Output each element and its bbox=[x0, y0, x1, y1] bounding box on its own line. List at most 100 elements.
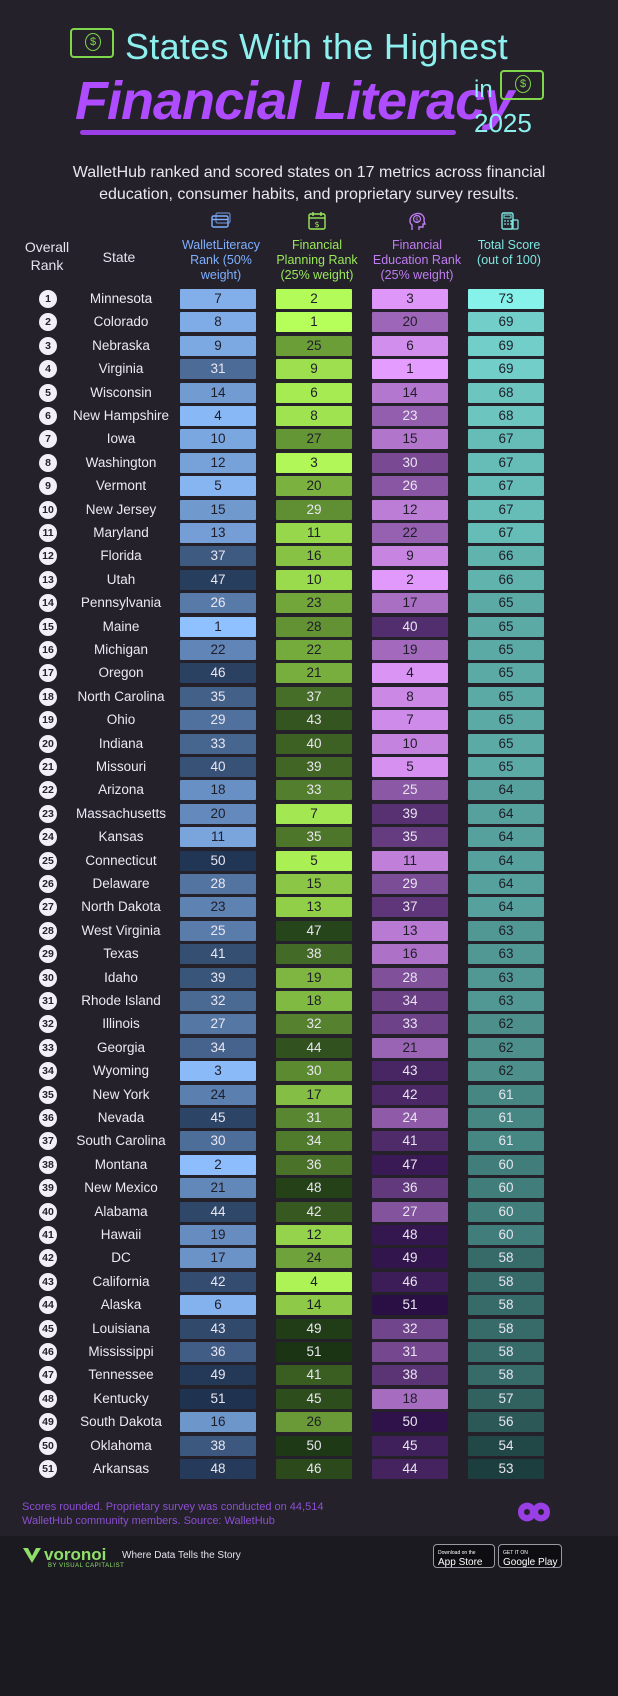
table-row: 25 Connecticut 50 5 11 64 bbox=[0, 850, 618, 873]
total-score-cell: 53 bbox=[468, 1459, 544, 1479]
header-financial-planning-label: Financial Planning Rank (25% weight) bbox=[276, 238, 358, 282]
walletliteracy-cell: 16 bbox=[180, 1412, 256, 1433]
total-score-cell: 58 bbox=[468, 1365, 544, 1386]
rank-badge: 28 bbox=[39, 921, 57, 940]
total-score-cell: 64 bbox=[468, 874, 544, 894]
financial-education-cell: 37 bbox=[372, 897, 448, 918]
financial-education-cell: 24 bbox=[372, 1108, 448, 1128]
financial-planning-cell: 21 bbox=[276, 663, 352, 684]
total-score-cell: 58 bbox=[468, 1342, 544, 1362]
calendar-dollar-icon: $ bbox=[308, 212, 326, 230]
total-score-cell: 64 bbox=[468, 827, 544, 848]
rank-badge: 48 bbox=[39, 1389, 57, 1408]
tagline: Where Data Tells the Story bbox=[122, 1550, 241, 1561]
header-financial-education: $ Financial Education Rank (25% weight) bbox=[372, 210, 462, 283]
rank-badge: 13 bbox=[39, 570, 57, 589]
total-score-cell: 64 bbox=[468, 897, 544, 918]
financial-planning-cell: 46 bbox=[276, 1459, 352, 1479]
table-row: 30 Idaho 39 19 28 63 bbox=[0, 967, 618, 990]
financial-education-cell: 35 bbox=[372, 827, 448, 848]
financial-planning-cell: 22 bbox=[276, 640, 352, 660]
table-row: 15 Maine 1 28 40 65 bbox=[0, 616, 618, 639]
state-name: Rhode Island bbox=[81, 993, 161, 1008]
walletliteracy-cell: 18 bbox=[180, 780, 256, 801]
walletliteracy-cell: 29 bbox=[180, 710, 256, 731]
financial-planning-cell: 49 bbox=[276, 1318, 352, 1339]
rank-badge: 38 bbox=[39, 1155, 57, 1174]
walletliteracy-cell: 41 bbox=[180, 944, 256, 965]
app-store-button[interactable]: Download on the App Store bbox=[433, 1544, 495, 1568]
state-name: Louisiana bbox=[92, 1320, 150, 1336]
total-score-cell: 63 bbox=[468, 967, 544, 988]
financial-planning-cell: 47 bbox=[276, 920, 352, 941]
walletliteracy-cell: 12 bbox=[180, 452, 256, 473]
financial-education-cell: 19 bbox=[372, 640, 448, 660]
walletliteracy-cell: 47 bbox=[180, 569, 256, 590]
state-name: Missouri bbox=[95, 759, 147, 774]
rank-badge: 6 bbox=[39, 407, 57, 425]
rank-badge: 29 bbox=[39, 945, 57, 964]
brand-sub: BY VISUAL CAPITALIST bbox=[48, 1563, 125, 1569]
app-store-small: Download on the bbox=[438, 1550, 476, 1556]
table-row: 38 Montana 2 36 47 60 bbox=[0, 1154, 618, 1177]
financial-education-cell: 12 bbox=[372, 499, 448, 520]
walletliteracy-cell: 40 bbox=[180, 757, 256, 777]
total-score-cell: 56 bbox=[468, 1412, 544, 1433]
table-row: 49 South Dakota 16 26 50 56 bbox=[0, 1411, 618, 1434]
walletliteracy-cell: 28 bbox=[180, 874, 256, 894]
financial-education-cell: 9 bbox=[372, 546, 448, 567]
table-row: 34 Wyoming 3 30 43 62 bbox=[0, 1060, 618, 1083]
rank-badge: 35 bbox=[39, 1085, 57, 1104]
financial-education-cell: 18 bbox=[372, 1388, 448, 1409]
voronoi-logo-icon bbox=[23, 1548, 41, 1563]
financial-planning-cell: 16 bbox=[276, 546, 352, 567]
financial-planning-cell: 38 bbox=[276, 944, 352, 965]
table-row: 18 North Carolina 35 37 8 65 bbox=[0, 686, 618, 709]
table-row: 23 Massachusetts 20 7 39 64 bbox=[0, 803, 618, 826]
total-score-cell: 62 bbox=[468, 1061, 544, 1082]
financial-planning-cell: 1 bbox=[276, 312, 352, 333]
total-score-cell: 58 bbox=[468, 1295, 544, 1316]
table-row: 11 Maryland 13 11 22 67 bbox=[0, 522, 618, 545]
financial-planning-cell: 39 bbox=[276, 757, 352, 777]
state-name: California bbox=[92, 1273, 150, 1289]
total-score-cell: 54 bbox=[468, 1435, 544, 1456]
rank-badge: 19 bbox=[39, 711, 57, 730]
rank-badge: 33 bbox=[39, 1038, 57, 1057]
financial-education-cell: 40 bbox=[372, 616, 448, 637]
financial-education-cell: 17 bbox=[372, 593, 448, 614]
brand-name[interactable]: voronoi bbox=[44, 1545, 107, 1564]
state-name: New Jersey bbox=[85, 501, 157, 517]
state-name: Ohio bbox=[106, 712, 136, 728]
rank-badge: 8 bbox=[39, 453, 57, 472]
state-name: Florida bbox=[100, 548, 142, 564]
table-row: 14 Pennsylvania 26 23 17 65 bbox=[0, 592, 618, 615]
total-score-cell: 73 bbox=[468, 289, 544, 309]
state-name: Pennsylvania bbox=[80, 595, 162, 611]
rank-badge: 46 bbox=[39, 1343, 57, 1361]
money-icon bbox=[500, 70, 544, 100]
financial-education-cell: 5 bbox=[372, 757, 448, 777]
state-name: Mississippi bbox=[88, 1344, 154, 1359]
financial-education-cell: 43 bbox=[372, 1061, 448, 1082]
total-score-cell: 68 bbox=[468, 382, 544, 403]
table-row: 6 New Hampshire 4 8 23 68 bbox=[0, 405, 618, 428]
rank-badge: 36 bbox=[39, 1109, 57, 1127]
rank-badge: 44 bbox=[39, 1296, 57, 1315]
financial-education-cell: 51 bbox=[372, 1295, 448, 1316]
walletliteracy-cell: 24 bbox=[180, 1084, 256, 1105]
financial-education-cell: 13 bbox=[372, 920, 448, 941]
table-row: 22 Arizona 18 33 25 64 bbox=[0, 779, 618, 802]
state-name: Kentucky bbox=[93, 1390, 149, 1406]
financial-planning-cell: 48 bbox=[276, 1178, 352, 1199]
walletliteracy-cell: 32 bbox=[180, 991, 256, 1011]
financial-planning-cell: 44 bbox=[276, 1037, 352, 1058]
rank-badge: 32 bbox=[39, 1015, 57, 1034]
table-row: 33 Georgia 34 44 21 62 bbox=[0, 1037, 618, 1060]
rank-badge: 4 bbox=[39, 360, 57, 379]
rank-badge: 2 bbox=[39, 313, 57, 332]
google-play-small: GET IT ON bbox=[503, 1550, 528, 1556]
financial-planning-cell: 14 bbox=[276, 1295, 352, 1316]
financial-planning-cell: 4 bbox=[276, 1271, 352, 1292]
google-play-button[interactable]: GET IT ON Google Play bbox=[498, 1544, 562, 1568]
